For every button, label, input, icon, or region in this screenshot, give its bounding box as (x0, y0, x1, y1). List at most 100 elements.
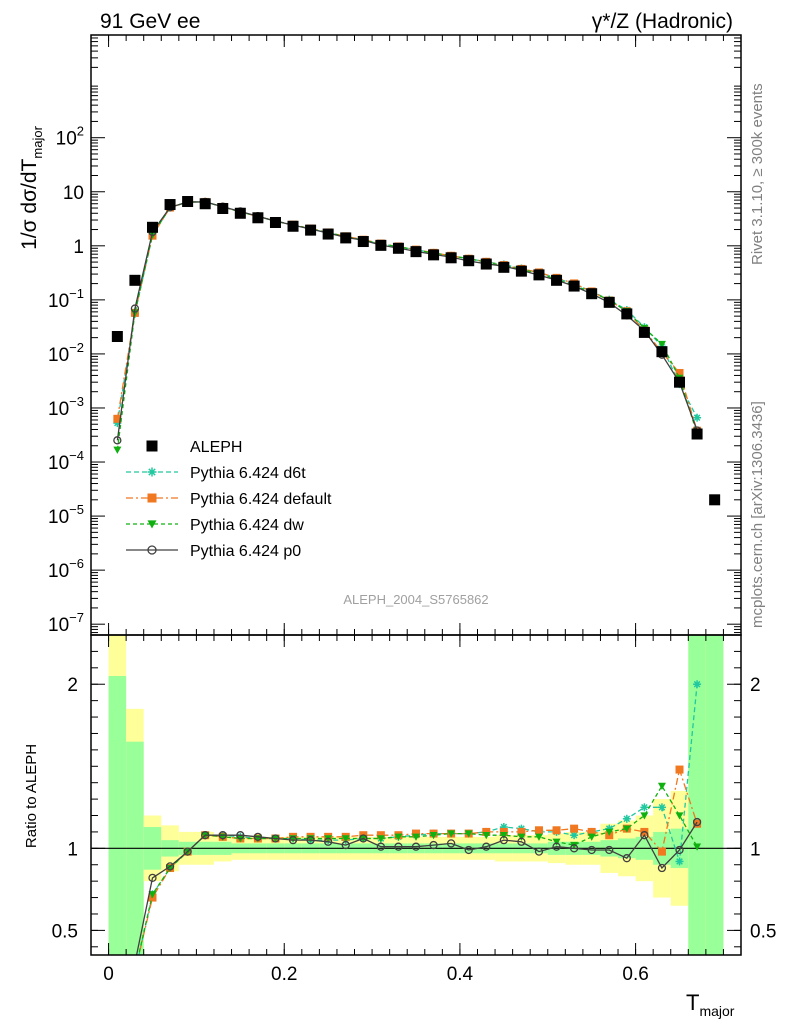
aleph-point-12 (322, 228, 334, 240)
ratio-point-2-23 (517, 833, 526, 841)
aleph-points (111, 196, 721, 506)
main-point-0-33 (693, 413, 702, 422)
ratio-point-3-9 (271, 834, 280, 843)
ratio-point-3-11 (306, 835, 315, 845)
ratio-point-3-29 (622, 854, 631, 863)
main-line-0 (116, 201, 698, 424)
x-axis-label-main: T (686, 990, 699, 1015)
main-point-3-0 (113, 436, 122, 445)
ratio-point-2-31 (657, 782, 666, 790)
ratio-point-2-3 (166, 864, 175, 873)
y-tick-label-base-3: 10 (48, 291, 69, 312)
aleph-point-15 (375, 239, 387, 251)
ratio-point-1-17 (412, 829, 420, 838)
ratio-tick-label-left-2: 0.5 (52, 921, 78, 942)
y-tick-label-0: 102 (56, 124, 84, 150)
legend-marker-1-d2 (148, 468, 156, 476)
legend: ALEPH Pythia 6.424 d6t Pythia 6.424 defaul… (126, 439, 332, 560)
aleph-point-32 (674, 376, 686, 388)
ratio-point-3-19 (446, 839, 456, 848)
aleph-point-4 (182, 196, 194, 208)
ratio-point-3-18 (429, 840, 438, 850)
ratio-point-0-0 (113, 1004, 121, 1012)
ratio-point-3-15 (376, 842, 386, 851)
ratio-point-1-22 (499, 827, 508, 836)
side-text-mcplots: mcplots.cern.ch [arXiv:1306.3436] (749, 401, 766, 628)
aleph-point-8 (252, 212, 264, 224)
ratio-point-0-1-d1 (132, 970, 138, 976)
y-tick-label-2: 1 (73, 237, 84, 258)
ratio-point-0-33 (693, 680, 702, 689)
ratio-point-3-0 (114, 1007, 121, 1014)
ratio-point-1-25 (552, 826, 561, 835)
aleph-point-10 (287, 220, 299, 232)
y-tick-label-5: 10−3 (48, 394, 84, 420)
ratio-point-3-13 (341, 840, 350, 850)
aleph-point-13 (340, 232, 352, 244)
ratio-point-2-16 (394, 833, 403, 841)
ratio-uncertainty-bands (108, 635, 724, 955)
y-tick-label-7: 10−5 (48, 502, 84, 528)
ratio-point-2-27 (587, 833, 596, 841)
ratio-y-axis-label: Ratio to ALEPH (23, 744, 40, 848)
ratio-point-2-24 (534, 833, 543, 841)
aleph-point-33 (691, 428, 703, 440)
ratio-point-2-25 (552, 838, 561, 846)
aleph-point-21 (480, 258, 492, 270)
ratio-point-1-26 (570, 824, 579, 833)
aleph-point-17 (410, 246, 422, 258)
ratio-point-0-0-d2 (115, 1006, 121, 1012)
aleph-point-7 (234, 207, 246, 219)
legend-marker-2 (147, 493, 157, 503)
ratio-point-3-33 (692, 817, 702, 827)
ratio-point-1-23 (517, 827, 526, 836)
y-axis-label-main: 1/σ dσ/dT (18, 158, 41, 249)
y-tick-label-exp-8: −6 (69, 556, 84, 571)
main-point-1-0 (113, 414, 122, 423)
axis-ticks: 0 0.2 0.4 0.610210110−110−210−310−410−510−6… (48, 35, 776, 985)
ratio-point-3-32 (675, 845, 684, 855)
aleph-point-28 (603, 296, 615, 308)
y-tick-label-9: 10−7 (48, 610, 84, 636)
main-line-3 (116, 201, 698, 441)
y-tick-label-1: 10 (63, 183, 84, 204)
ratio-line-1 (138, 767, 698, 955)
y-tick-label-base-4: 10 (48, 345, 69, 366)
aleph-point-2 (146, 221, 158, 233)
aleph-point-34 (709, 494, 721, 506)
x-axis-label: Tmajor (686, 990, 735, 1019)
ratio-point-3-8 (253, 832, 263, 841)
y-tick-label-base-9: 10 (48, 615, 69, 636)
legend-label-4: Pythia 6.424 p0 (190, 543, 301, 560)
side-text-rivet: Rivet 3.1.10, ≥ 300k events (749, 83, 766, 265)
ratio-point-0-30-d2 (641, 803, 648, 811)
aleph-point-20 (463, 255, 475, 267)
y-tick-label-exp-0: 2 (77, 124, 84, 139)
aleph-point-0 (111, 331, 123, 343)
main-series-3 (113, 197, 702, 445)
ratio-point-1-0 (113, 1004, 121, 1012)
ratio-point-2-22 (499, 832, 508, 840)
ratio-point-0-29 (622, 814, 631, 823)
main-series-2 (113, 198, 702, 454)
ratio-tick-label-right-1: 1 (750, 839, 761, 860)
ratio-point-1-1 (131, 967, 139, 975)
ratio-point-0-1 (131, 969, 139, 977)
y-tick-label-base-1: 10 (63, 183, 84, 204)
ratio-point-1-24 (534, 826, 543, 835)
ratio-point-3-16 (394, 842, 403, 851)
ratio-point-2-17 (412, 833, 420, 841)
y-tick-label-base-6: 10 (48, 453, 69, 474)
ratio-point-1-15 (376, 831, 385, 840)
legend-label-3: Pythia 6.424 dw (190, 517, 304, 534)
ratio-point-2-15 (376, 835, 385, 843)
ratio-tick-label-left-1: 1 (67, 839, 78, 860)
y-tick-label-base-7: 10 (48, 507, 69, 528)
title-left: 91 GeV ee (100, 10, 200, 33)
ratio-point-1-32 (675, 765, 684, 774)
legend-label-2: Pythia 6.424 default (190, 491, 332, 508)
y-tick-label-exp-4: −2 (69, 340, 84, 355)
ratio-point-0-29-d2 (623, 815, 631, 823)
ratio-point-3-30 (640, 831, 649, 840)
